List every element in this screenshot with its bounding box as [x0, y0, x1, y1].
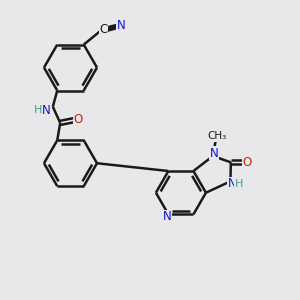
Text: O: O	[242, 156, 252, 169]
Text: N: N	[117, 19, 125, 32]
Text: H: H	[34, 105, 42, 115]
Text: N: N	[209, 147, 218, 160]
Text: N: N	[42, 104, 51, 117]
Text: C: C	[99, 23, 108, 36]
Text: N: N	[227, 177, 236, 190]
Text: CH₃: CH₃	[208, 131, 227, 141]
Text: N: N	[163, 210, 171, 223]
Text: O: O	[74, 113, 83, 126]
Text: H: H	[235, 179, 243, 189]
